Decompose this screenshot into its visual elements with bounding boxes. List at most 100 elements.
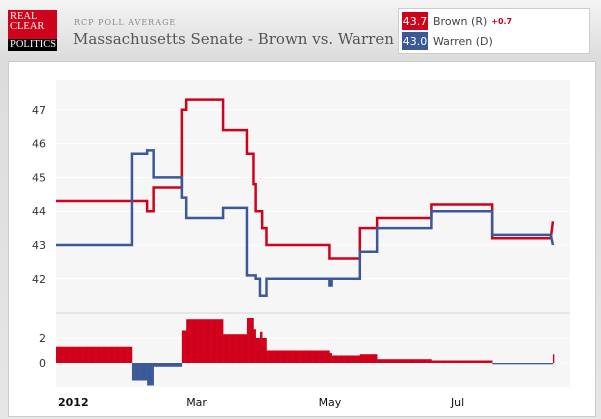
spread-bar (321, 350, 324, 363)
spread-bar (500, 363, 503, 365)
spread-bar (390, 359, 392, 363)
spread-bar (242, 334, 245, 363)
spread-bar (131, 363, 134, 381)
spread-bar (474, 360, 477, 363)
spread-bar (134, 363, 136, 381)
spread-bar (168, 363, 171, 367)
spread-bar (259, 331, 262, 363)
spread-bar (538, 363, 541, 365)
spread-bar (491, 360, 493, 363)
spread-bar (470, 360, 472, 363)
spread-bar (356, 355, 358, 363)
spread-bar (313, 350, 315, 363)
spread-bar (182, 330, 185, 363)
spread-bar (430, 359, 432, 363)
spread-bar (137, 363, 139, 381)
spread-bar (479, 360, 481, 363)
spread-bar (371, 354, 374, 363)
spread-bar (88, 346, 90, 363)
x-tick-label: May (319, 396, 342, 409)
spread-bar (243, 334, 246, 363)
spread-bar (178, 363, 180, 367)
spread-bar (156, 363, 159, 367)
spread-bar (525, 363, 528, 365)
spread-bar (327, 350, 329, 363)
spread-bar (403, 359, 405, 363)
spread-bar (113, 346, 115, 363)
spread-bar (433, 360, 435, 363)
spread-bar (136, 363, 138, 381)
spread-bar (520, 363, 522, 365)
spread-bar (102, 346, 105, 363)
y-tick-label: 46 (32, 138, 46, 151)
spread-bar (483, 360, 485, 363)
spread-bar (160, 363, 162, 367)
spread-bar (185, 330, 187, 363)
spread-bar (232, 334, 235, 363)
spread-bar (229, 334, 231, 363)
x-tick-label: 2012 (58, 396, 89, 409)
spread-bar (303, 350, 305, 363)
spread-bar (485, 360, 488, 363)
spread-bar (472, 360, 475, 363)
spread-bar (256, 338, 259, 363)
spread-bar (507, 363, 509, 365)
spread-bar (147, 363, 149, 386)
spread-bar (367, 354, 369, 363)
spread-bar (125, 346, 127, 363)
spread-bar (527, 363, 530, 365)
spread-bar (436, 360, 439, 363)
spread-bar (480, 360, 482, 363)
spread-bar (118, 346, 121, 363)
spread-bar (549, 363, 552, 365)
spread-bar (236, 334, 238, 363)
spread-bar (215, 319, 217, 363)
spread-bar (442, 360, 444, 363)
spread-bar (359, 354, 362, 363)
y-tick-label: 47 (32, 104, 46, 117)
spread-bar (409, 359, 412, 363)
spread-bar (467, 360, 469, 363)
spread-bar (262, 338, 264, 363)
spread-bar (103, 346, 106, 363)
spread-bar (516, 363, 518, 365)
spread-bar (384, 359, 387, 363)
spread-bar (315, 350, 317, 363)
spread-bar (204, 319, 207, 363)
spread-bar (372, 354, 375, 363)
spread-bar (522, 363, 524, 365)
spread-bar (307, 350, 310, 363)
spread-bar (277, 350, 279, 363)
spread-bar (550, 363, 553, 365)
spread-bar (318, 350, 320, 363)
rcp-logo[interactable]: REAL CLEAR POLITICS (8, 10, 57, 51)
spread-bar (167, 363, 170, 367)
spread-bar (343, 355, 345, 363)
spread-bar (536, 363, 539, 365)
spread-bar (143, 363, 146, 381)
spread-bar (482, 360, 484, 363)
spread-bar (306, 350, 309, 363)
spread-bar (532, 363, 534, 365)
spread-bar (368, 354, 370, 363)
spread-bar (544, 363, 546, 365)
spread-bar (373, 354, 376, 363)
spread-bar (195, 319, 198, 363)
spread-bar (338, 355, 340, 363)
spread-bar (431, 360, 433, 363)
legend: 43.7 Brown (R) +0.7 43.0 Warren (D) (398, 8, 590, 54)
spread-bar (316, 350, 318, 363)
spread-bar (446, 360, 448, 363)
chart-title: Massachusetts Senate - Brown vs. Warren (73, 30, 394, 48)
spread-bar (397, 359, 400, 363)
spread-bar (83, 346, 85, 363)
spread-bar (194, 319, 197, 363)
spread-bar (240, 334, 242, 363)
spread-bar (454, 360, 456, 363)
spread-bar (233, 334, 236, 363)
spread-bar (296, 350, 299, 363)
spread-bar (448, 360, 451, 363)
spread-bar (159, 363, 161, 367)
spread-bar (56, 346, 58, 363)
